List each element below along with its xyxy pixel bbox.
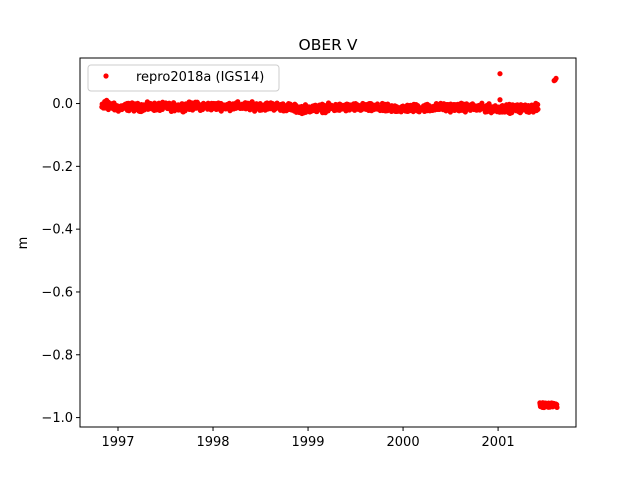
data-point-outlier (497, 71, 503, 77)
x-tick-label: 1998 (196, 435, 229, 450)
x-axis: 1997 1998 1999 2000 2001 (101, 427, 515, 450)
data-point (105, 99, 112, 105)
data-point-cluster (554, 404, 560, 411)
data-point (374, 101, 381, 107)
y-axis: 0.0 −0.2 −0.4 −0.6 −0.8 −1.0 (41, 97, 80, 426)
y-tick-label: −0.4 (41, 223, 73, 238)
chart-title: OBER V (299, 36, 358, 54)
y-tick-label: 0.0 (52, 97, 73, 112)
legend-marker (103, 73, 109, 79)
legend: repro2018a (IGS14) (87, 64, 280, 92)
plot-area (99, 71, 560, 411)
x-tick-label: 1997 (101, 435, 134, 450)
data-point-outlier (497, 97, 503, 103)
data-point (535, 102, 541, 108)
axes-frame (79, 57, 577, 428)
legend-label: repro2018a (IGS14) (136, 70, 264, 85)
x-tick-label: 2000 (387, 435, 420, 450)
y-tick-label: −0.8 (41, 348, 73, 363)
y-tick-label: −0.6 (41, 285, 73, 300)
y-tick-label: −0.2 (41, 160, 73, 175)
data-point (535, 106, 541, 112)
data-point-outlier (551, 78, 557, 84)
legend-box (87, 64, 280, 92)
y-tick-label: −1.0 (41, 411, 73, 426)
y-axis-label: m (16, 237, 31, 250)
x-tick-label: 2001 (482, 435, 515, 450)
x-tick-label: 1999 (291, 435, 324, 450)
